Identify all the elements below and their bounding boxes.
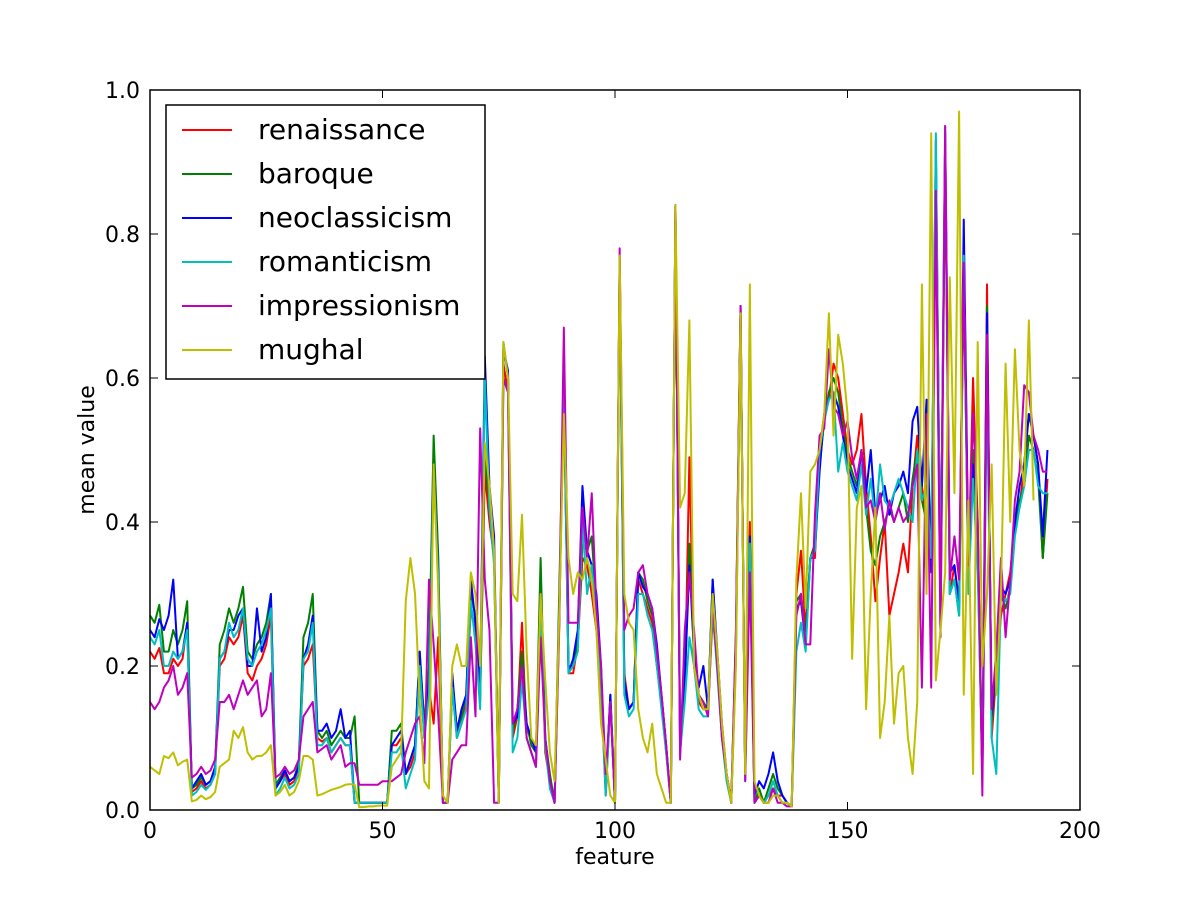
legend-label-baroque: baroque: [258, 157, 374, 190]
y-tick-label: 0.4: [105, 511, 140, 536]
series-layer: [149, 110, 1049, 809]
x-tick-label: 200: [1059, 819, 1101, 844]
y-tick-label: 1.0: [105, 79, 140, 104]
legend-label-neoclassicism: neoclassicism: [258, 201, 452, 234]
y-tick-label: 0.0: [105, 799, 140, 824]
x-tick-label: 0: [143, 819, 157, 844]
legend-label-impressionism: impressionism: [258, 289, 460, 322]
x-tick-label: 50: [369, 819, 397, 844]
ticks-layer: 0 50 100 150 200 0.0 0.2 0.4 0.6 0.8 1.0: [105, 79, 1101, 844]
y-tick-label: 0.6: [105, 367, 140, 392]
legend: renaissance baroque neoclassicism romantici…: [165, 104, 486, 380]
legend-label-mughal: mughal: [258, 333, 363, 366]
x-tick-label: 100: [594, 819, 636, 844]
series-line-mughal: [149, 110, 1035, 809]
legend-box: [165, 104, 486, 380]
legend-label-romanticism: romanticism: [258, 245, 432, 278]
y-tick-label: 0.8: [105, 223, 140, 248]
x-tick-label: 150: [827, 819, 869, 844]
legend-label-renaissance: renaissance: [258, 113, 426, 146]
series-line-impressionism: [149, 125, 1048, 808]
y-tick-label: 0.2: [105, 655, 140, 680]
y-axis-label: mean value: [75, 385, 100, 514]
x-axis-label: feature: [575, 845, 654, 870]
